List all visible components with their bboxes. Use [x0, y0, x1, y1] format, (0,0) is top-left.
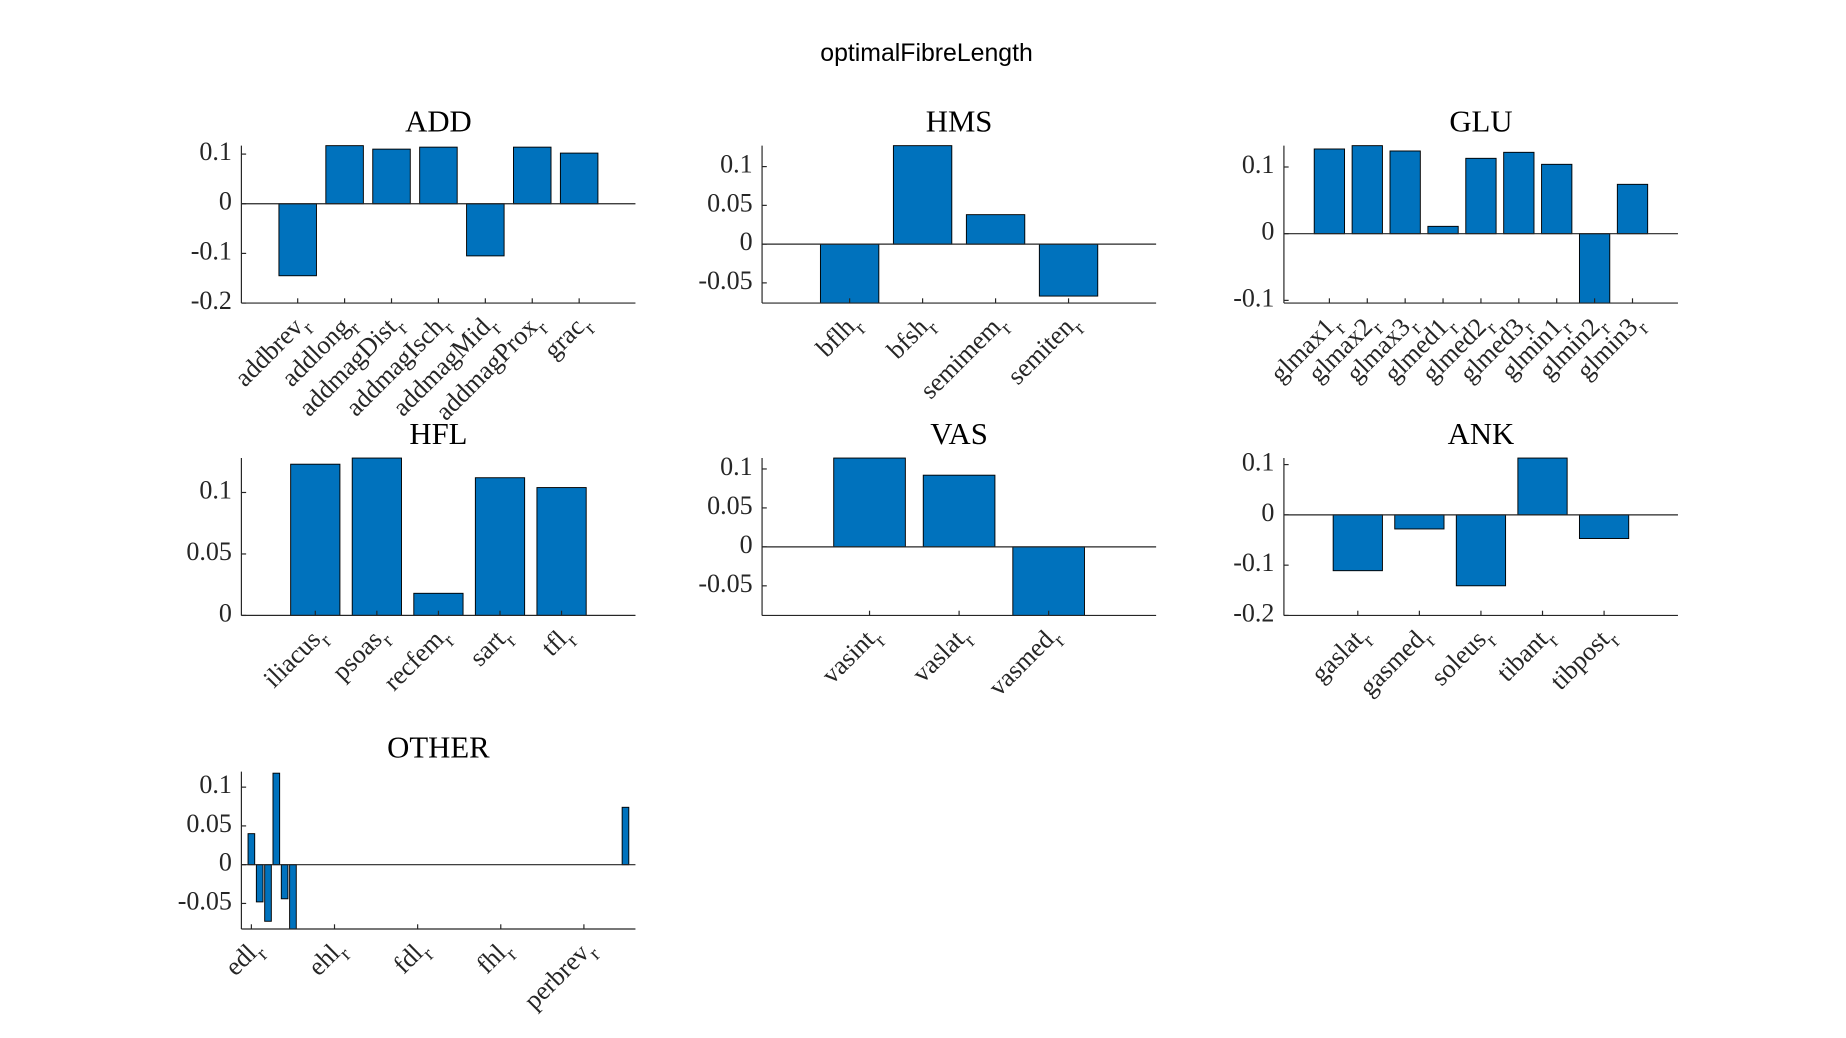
- bar: [325, 145, 364, 205]
- bar: [351, 457, 402, 616]
- bar: [965, 214, 1026, 245]
- y-tick-label: 0: [219, 187, 232, 216]
- y-tick-label: -0.1: [191, 236, 232, 265]
- y-tick-label: 0.1: [1242, 150, 1275, 179]
- bar: [1012, 546, 1085, 616]
- bar: [1313, 148, 1346, 235]
- y-tick-label: 0.05: [707, 188, 753, 217]
- bar: [1541, 163, 1573, 235]
- bar: [290, 463, 341, 616]
- y-tick-label: 0: [219, 848, 232, 877]
- bar: [1578, 514, 1630, 539]
- figure-title: optimalFibreLength: [820, 40, 1033, 67]
- bar: [272, 772, 281, 866]
- bar: [1394, 514, 1445, 530]
- bar: [1503, 151, 1535, 235]
- bar: [247, 833, 256, 866]
- y-tick-label: -0.1: [1233, 283, 1274, 312]
- bar: [513, 146, 552, 205]
- y-tick-label: 0: [219, 598, 232, 627]
- y-tick-label: -0.05: [698, 569, 752, 598]
- axes-title: OTHER: [387, 730, 490, 764]
- bar: [833, 457, 906, 548]
- bar: [559, 152, 599, 205]
- y-tick-label: 0.05: [186, 537, 232, 566]
- y-tick-label: 0: [1261, 217, 1274, 246]
- bar: [1351, 145, 1383, 235]
- bar: [1427, 225, 1459, 235]
- bar: [922, 474, 996, 548]
- y-tick-label: 0.1: [199, 770, 232, 799]
- y-tick-label: 0.1: [199, 475, 232, 504]
- y-tick-label: 0.05: [186, 809, 232, 838]
- y-tick-label: -0.05: [178, 886, 232, 915]
- y-tick-label: -0.1: [1233, 548, 1274, 577]
- bar: [255, 864, 264, 903]
- axes-title: ANK: [1448, 417, 1515, 451]
- y-tick-label: -0.2: [191, 286, 232, 315]
- y-tick-label: 0: [1261, 498, 1274, 527]
- y-tick-label: -0.2: [1233, 598, 1274, 627]
- y-tick-label: 0: [740, 530, 753, 559]
- axes-title: HFL: [409, 417, 467, 451]
- bar: [372, 148, 411, 205]
- bar: [892, 145, 953, 245]
- y-tick-label: 0.1: [720, 150, 753, 179]
- bar: [1465, 157, 1497, 235]
- y-tick-label: 0.1: [720, 452, 753, 481]
- y-tick-label: 0: [740, 227, 753, 256]
- axes-title: ADD: [405, 104, 472, 138]
- bar: [621, 806, 630, 866]
- y-tick-label: 0.1: [199, 137, 232, 166]
- bar: [819, 243, 880, 304]
- bar: [1578, 233, 1611, 304]
- y-tick-label: 0.1: [1242, 448, 1275, 477]
- bar: [278, 203, 317, 277]
- bar: [1389, 150, 1421, 235]
- bar: [1616, 183, 1649, 235]
- bar: [474, 477, 526, 616]
- bar: [466, 203, 505, 257]
- y-tick-label: 0.05: [707, 491, 753, 520]
- bar: [1332, 514, 1383, 572]
- bar: [264, 864, 272, 922]
- bar: [536, 487, 587, 616]
- axes-title: GLU: [1449, 104, 1512, 138]
- y-tick-label: -0.05: [698, 266, 752, 295]
- bar: [1455, 514, 1507, 587]
- axes-title: VAS: [930, 417, 988, 451]
- bar: [419, 146, 458, 205]
- bar: [289, 864, 297, 930]
- axes-title: HMS: [926, 104, 993, 138]
- bar: [1517, 457, 1568, 516]
- bar: [1038, 243, 1099, 297]
- bar: [280, 864, 289, 900]
